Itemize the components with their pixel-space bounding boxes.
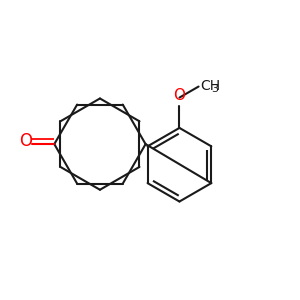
Text: O: O	[19, 133, 32, 151]
Text: CH: CH	[200, 79, 220, 93]
Text: 3: 3	[211, 85, 218, 94]
Text: O: O	[173, 88, 185, 104]
